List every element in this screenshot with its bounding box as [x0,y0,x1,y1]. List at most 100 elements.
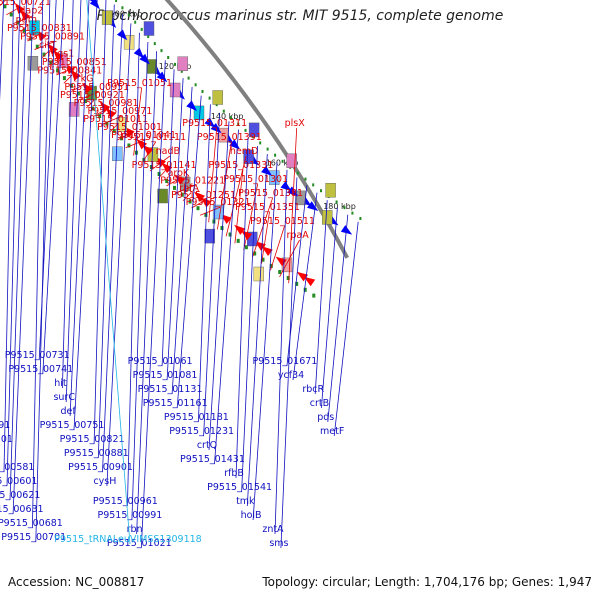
forward-gene-label: plsX [285,118,306,129]
forward-feature-arrow [20,9,31,21]
forward-gene-label: P9515_01011 [83,114,148,125]
forward-gene-label: P9515_00891 [20,32,85,43]
reverse-feature-block [143,21,155,36]
forward-leader-line [174,185,195,194]
trna-leader-line [86,0,131,545]
reverse-leader-line [333,221,359,437]
forward-gene-label: P9515_01251 [171,190,236,201]
reverse-gene-label: P9515_00741 [8,364,73,375]
forward-gene-label: P9515_01351 [235,202,300,213]
forward-feature-arrow [70,69,81,81]
forward-gene-label: P9515_01331 [208,160,273,171]
reverse-feature-block [322,210,333,225]
forward-feature-arrow [200,197,212,208]
reverse-leader-line [176,95,202,409]
tick-mark [296,171,299,175]
forward-feature-block [29,20,40,35]
forward-feature-block [253,266,265,282]
reverse-feature-block [123,35,135,50]
tick-mark [22,28,26,33]
reverse-leader-line [166,78,184,381]
reverse-leader-line [35,0,51,543]
tick-mark [303,287,307,292]
reverse-gene-label: P9515_00991 [97,510,162,521]
forward-gene-label: P9515_00971 [87,106,152,117]
tick-mark [167,56,170,59]
reverse-feature-block [101,10,113,25]
reverse-gene-label: P9515_00631 [0,504,44,515]
reverse-leader-line [0,0,5,102]
tick-mark [359,217,362,220]
tick-mark [91,106,94,111]
reverse-leader-line [292,192,318,381]
reverse-leader-line [65,0,82,403]
reverse-leader-line [274,169,288,535]
reverse-gene-label: P9515_00901 [68,462,133,473]
tick-mark [237,122,240,126]
reverse-feature-arrow [186,100,197,111]
forward-feature-arrow [296,271,309,282]
forward-feature-arrow [136,138,148,150]
forward-leader-line [93,107,109,117]
reverse-feature-arrow [307,201,319,211]
tick-mark [160,49,163,53]
forward-leader-line [199,206,221,216]
tick-mark [304,177,307,181]
forward-gene-label: P9515_00831 [7,23,72,34]
forward-leader-line [208,127,218,223]
reverse-gene-label: metF [320,426,344,437]
reverse-leader-line [106,23,132,487]
reverse-leader-line [246,153,268,507]
reverse-leader-line [171,86,193,395]
reverse-leader-line [235,137,249,479]
length-value: 1,704,176 bp [423,575,504,589]
reverse-gene-label: P9515_00881 [64,448,129,459]
forward-gene-label: aroK [168,168,190,179]
forward-gene-label: P9515_01141 [132,160,197,171]
tick-mark [83,99,87,104]
tick-mark [35,44,39,49]
forward-gene-label: pgm [16,14,37,25]
forward-leader-line [13,15,34,24]
tick-mark [320,189,322,193]
tick-mark [236,238,240,243]
tick-mark [281,159,284,163]
tick-mark [120,136,123,141]
reverse-gene-label: P9515_01181 [164,412,229,423]
tick-mark [261,257,265,262]
forward-leader-line [191,199,206,209]
forward-feature-arrow [161,162,173,174]
reverse-gene-label: P9515_00961 [93,496,158,507]
tick-mark [3,4,7,9]
forward-gene-label: hemD [230,146,258,157]
forward-gene-label: citT [39,40,57,51]
reverse-leader-line [327,214,349,423]
forward-leader-line [109,123,118,133]
reverse-leader-line [314,200,328,395]
forward-feature-block [157,188,168,204]
tick-mark [140,27,143,31]
tick-mark [127,143,131,148]
tick-mark [201,90,204,93]
reverse-leader-line [252,161,278,521]
reverse-feature-block [269,170,280,185]
tick-mark [351,211,354,215]
reverse-leader-line [73,0,98,431]
forward-leader-line [101,115,123,125]
reverse-leader-line [136,51,157,535]
accession-value: NC_008817 [75,575,145,589]
reverse-gene-label: P9515_01431 [180,454,245,465]
tick-mark [153,42,156,46]
forward-feature-arrow [105,108,117,119]
reverse-gene-label: rbcR [302,384,324,395]
forward-feature-arrow [47,43,58,55]
forward-gene-label: P9515_01111 [121,132,186,143]
tick-mark [165,179,169,183]
reverse-gene-label: rfbB [224,468,244,479]
tick-mark [335,200,338,204]
reverse-leader-line [127,32,140,507]
reverse-feature-arrow [287,186,299,197]
forward-leader-line [270,225,285,271]
topology-label: Topology: [262,575,319,589]
tick-mark [76,91,80,96]
